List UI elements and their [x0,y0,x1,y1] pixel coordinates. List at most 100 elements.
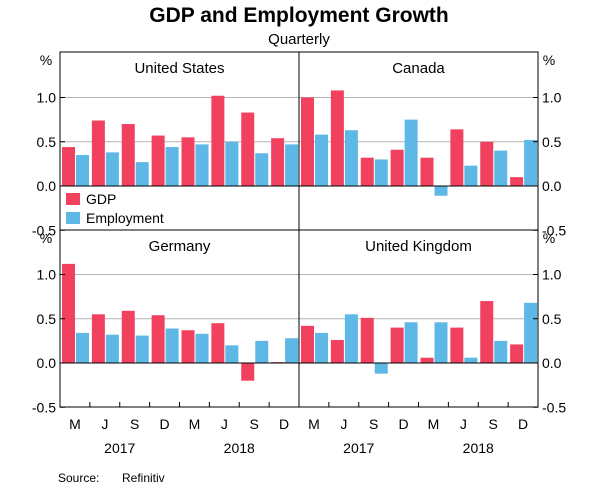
gdp-bar [121,124,135,186]
x-tick-label: S [130,416,139,432]
gdp-bar [480,141,494,186]
y-tick-label-right: 0.0 [542,355,562,371]
gdp-bar [360,157,374,186]
employment-bar [195,333,209,363]
gdp-bar [181,330,195,363]
gdp-bar [330,90,344,186]
panel-united-kingdom: United Kingdom [299,238,538,374]
panel-canada: Canada [299,60,538,196]
gdp-bar [301,325,314,363]
y-tick-labels: -0.5 -0.5 0.0 0.0 0.5 0.5 1.0 1.0 -0.5 -0.5 0.0 0.0… [32,90,566,416]
employment-bar [315,134,328,186]
y-tick-label-right: 0.0 [542,178,562,194]
employment-bar [434,322,448,363]
y-tick-label-left: 1.0 [37,267,57,283]
gdp-bar [151,135,165,186]
gdp-bar [62,263,75,363]
x-tick-label: M [428,416,440,432]
y-tick-label-right: 0.5 [542,311,562,327]
employment-bar [434,186,448,196]
panels: United States Canada Germany United Kingdom [59,51,539,408]
y-tick-label-left: 0.0 [37,355,57,371]
y-tick-label-right: -0.5 [542,399,566,415]
employment-bar [524,302,538,363]
gdp-bar [510,344,524,363]
x-tick-labels: M J S D M J S D 2017 2018 M J S D M J S D 2017 2018 [59,402,528,456]
employment-bar [76,332,89,363]
employment-bar [255,340,269,363]
gdp-bar [211,323,225,363]
employment-bar [165,147,179,186]
x-tick-label: D [279,416,289,432]
employment-bar [494,340,508,363]
x-tick-label: D [160,416,170,432]
x-tick-label: M [189,416,201,432]
y-unit-right-top: % [543,52,555,68]
x-tick-label: S [369,416,378,432]
employment-bar [404,119,418,186]
employment-bar [165,328,179,363]
x-tick-label: S [489,416,498,432]
gdp-bar [241,363,255,381]
gdp-bar [151,315,165,363]
y-tick-label-right: -0.5 [542,222,566,238]
employment-bar [135,162,149,186]
gdp-bar [121,310,135,363]
employment-bar [315,332,328,363]
x-tick-label: M [308,416,320,432]
employment-bar [404,322,418,363]
gdp-bar [360,317,374,363]
gdp-bar [91,120,105,186]
panel-title: United Kingdom [365,238,472,255]
employment-bar [524,139,538,186]
y-unit-left-top: % [40,52,52,68]
x-year-label: 2018 [463,440,494,456]
employment-bar [494,150,508,186]
y-tick-label-left: 0.5 [37,311,57,327]
x-tick-label: D [399,416,409,432]
x-tick-label: M [69,416,81,432]
legend-label-employment: Employment [86,210,164,226]
x-year-label: 2018 [224,440,255,456]
gdp-bar [271,138,285,186]
x-tick-label: J [340,416,347,432]
employment-bar [285,338,299,363]
employment-bar [374,159,388,186]
x-year-label: 2017 [343,440,374,456]
x-tick-label: S [250,416,259,432]
panel-germany: Germany [60,238,299,381]
legend-swatch-gdp [66,193,80,205]
gdp-bar [62,147,75,186]
gdp-bar [480,301,494,363]
chart-title: GDP and Employment Growth [149,4,448,27]
x-tick-label: J [101,416,108,432]
employment-bar [76,155,89,186]
source-value: Refinitiv [122,471,165,485]
y-unit-left-bottom: % [40,230,52,246]
panel-title: Germany [149,238,211,255]
gdp-bar [420,157,434,186]
y-unit-right-bottom: % [543,230,555,246]
legend-swatch-employment [66,212,80,224]
panel-united-states: United States [60,60,299,187]
x-tick-label: J [221,416,228,432]
employment-bar [374,363,388,374]
employment-bar [195,144,209,186]
gdp-bar [301,97,314,186]
employment-bar [225,345,239,363]
y-tick-label-right: 0.5 [542,134,562,150]
y-tick-label-left: -0.5 [32,399,56,415]
y-tick-label-left: -0.5 [32,222,56,238]
employment-bar [135,335,149,363]
gdp-bar [330,339,344,363]
employment-bar [225,141,239,186]
panel-title: Canada [392,60,445,77]
source-label: Source: [58,471,99,485]
gdp-bar [420,357,434,363]
y-tick-label-left: 0.0 [37,178,57,194]
gdp-bar [450,129,464,186]
employment-bar [464,165,478,186]
gdp-bar [510,177,524,186]
